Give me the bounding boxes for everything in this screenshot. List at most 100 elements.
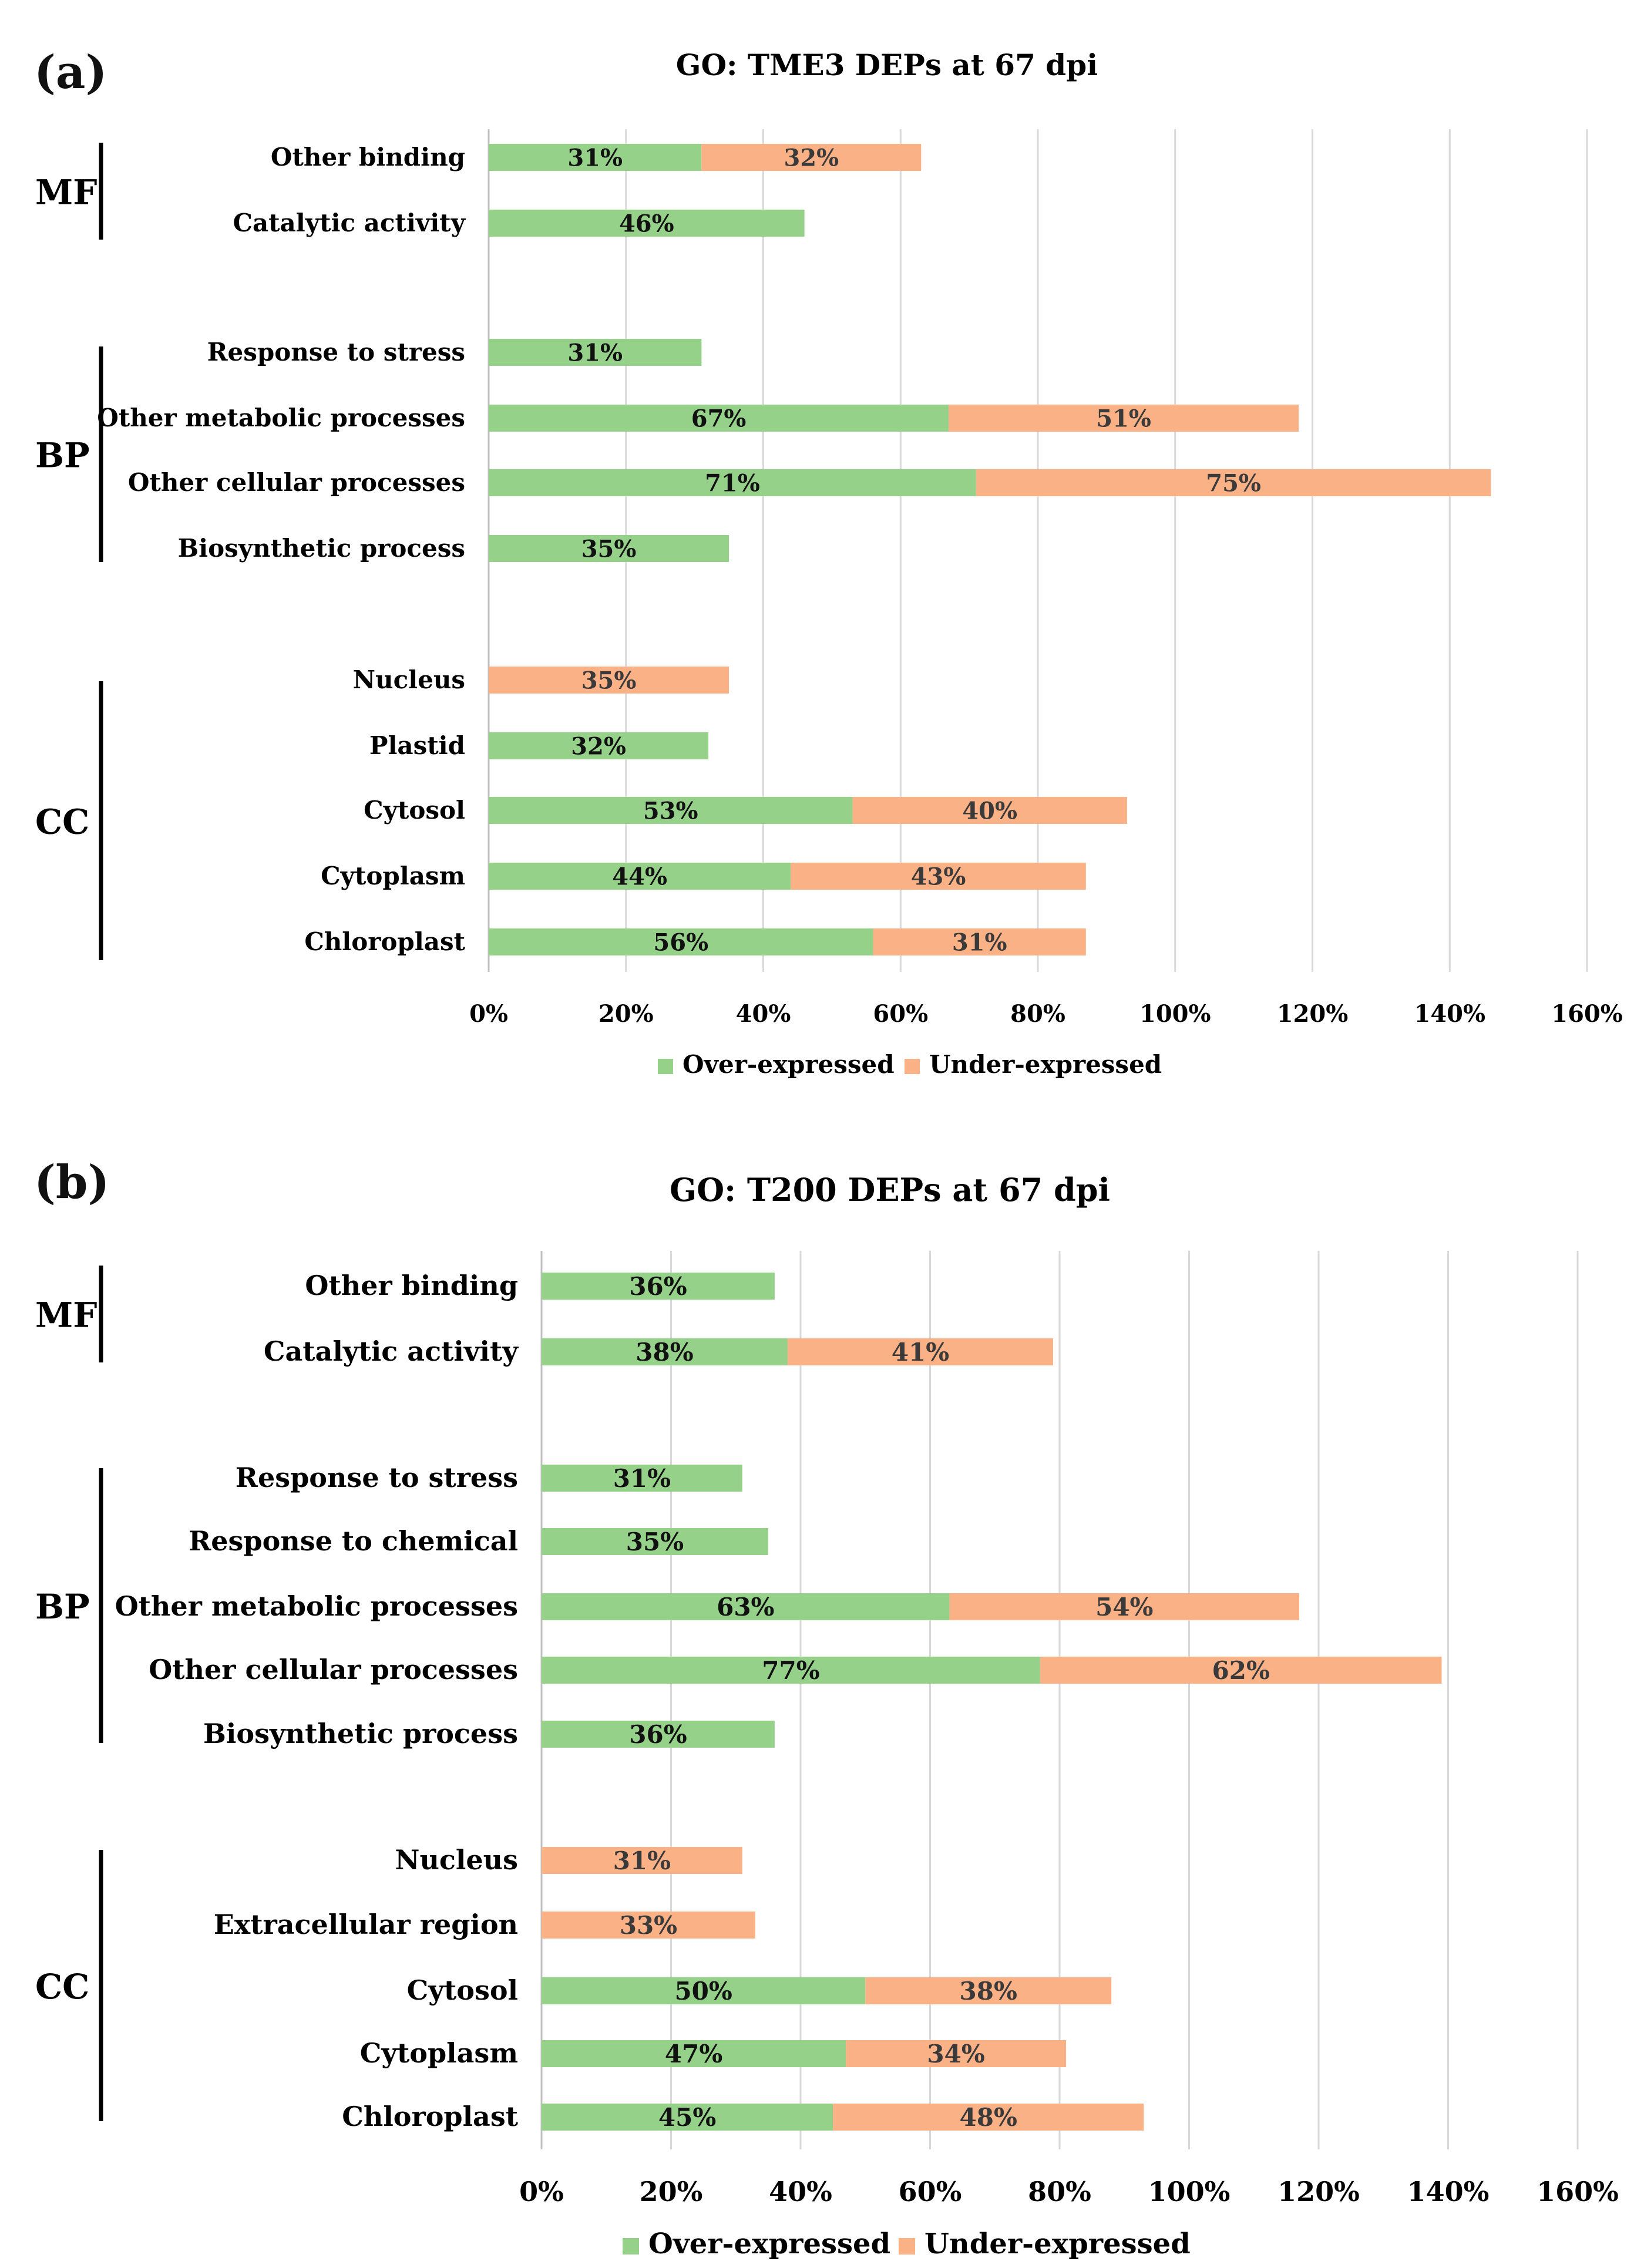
chart-b-group-label-bp: BP	[35, 1587, 90, 1627]
chart-b-bar-under-other-cellular-processes	[1040, 1657, 1442, 1684]
chart-a-bar-under-other-binding	[701, 144, 922, 171]
chart-a-category-label-biosynthetic-process: Biosynthetic process	[178, 534, 465, 563]
chart-a-data-label-over-cytosol: 53%	[643, 797, 698, 825]
chart-a-data-label-over-plastid: 32%	[571, 732, 626, 760]
chart-b-category-label-cytoplasm: Cytoplasm	[360, 2037, 518, 2069]
chart-a-bar-under-chloroplast	[873, 928, 1086, 955]
chart-a-category-label-other-cellular-processes: Other cellular processes	[128, 468, 465, 497]
chart-b-category-label-chloroplast: Chloroplast	[342, 2101, 518, 2132]
chart-b-group-label-cc: CC	[35, 1967, 89, 2007]
chart-b-data-label-under-extracellular-region: 33%	[620, 1911, 677, 1940]
chart-b-data-label-over-catalytic-activity: 38%	[636, 1338, 693, 1367]
chart-b-bar-under-cytoplasm	[846, 2040, 1067, 2067]
chart-b-bar-under-other-metabolic-processes	[949, 1593, 1299, 1620]
chart-a-data-label-over-other-cellular-processes: 71%	[705, 469, 760, 497]
chart-a-data-label-under-other-cellular-processes: 75%	[1206, 469, 1261, 497]
chart-b-category-label-nucleus: Nucleus	[395, 1844, 518, 1876]
chart-b-x-tick-label: 80%	[1028, 2176, 1091, 2208]
chart-b-category-label-catalytic-activity: Catalytic activity	[264, 1335, 519, 1367]
chart-b-x-tick-label: 20%	[640, 2176, 703, 2208]
chart-a-category-label-catalytic-activity: Catalytic activity	[233, 208, 466, 237]
chart-a-category-label-response-to-stress: Response to stress	[207, 338, 465, 366]
chart-a-group-label-bp: BP	[35, 436, 90, 476]
chart-a-data-label-over-cytoplasm: 44%	[612, 863, 667, 890]
chart-a-bar-over-response-to-stress	[489, 339, 702, 366]
chart-a: GO: TME3 DEPs at 67 dpi 0% 20% 40% 60% 80% 100…	[35, 48, 1623, 1079]
chart-a-bar-over-other-binding	[489, 144, 702, 171]
chart-b-x-tick-label: 160%	[1537, 2176, 1619, 2208]
chart-b-data-label-over-other-binding: 36%	[629, 1272, 687, 1301]
chart-a-bar-over-chloroplast	[489, 928, 873, 955]
chart-a-bar-under-nucleus	[489, 667, 729, 694]
chart-a-category-label-other-binding: Other binding	[271, 143, 465, 171]
chart-a-data-label-under-other-binding: 32%	[784, 144, 839, 171]
chart-b-bar-over-cytoplasm	[542, 2040, 846, 2067]
chart-b-bar-under-nucleus	[542, 1847, 742, 1874]
chart-b-bar-over-other-metabolic-processes	[542, 1593, 950, 1620]
chart-a-data-label-under-nucleus: 35%	[581, 667, 637, 694]
chart-b-x-tick-label: 120%	[1277, 2176, 1360, 2208]
chart-a-data-label-over-catalytic-activity: 46%	[619, 210, 674, 237]
chart-a-x-tick-label: 20%	[599, 1000, 654, 1028]
chart-b-legend-swatch-under-expressed	[899, 2238, 915, 2254]
chart-a-group-label-mf: MF	[35, 173, 97, 213]
chart-a-bar-over-biosynthetic-process	[489, 535, 729, 562]
chart-b-x-tick-label: 40%	[769, 2176, 832, 2208]
chart-a-category-label-other-metabolic-processes: Other metabolic processes	[97, 403, 465, 432]
chart-panel-a: (a) GO: TME3 DEPs at 67 dpi 0% 20% 40% 60% 80…	[0, 0, 1644, 1116]
chart-a-data-label-under-other-metabolic-processes: 51%	[1096, 405, 1151, 432]
chart-b-data-label-over-response-to-stress: 31%	[613, 1464, 671, 1493]
chart-b-x-tick-label: 100%	[1148, 2176, 1231, 2208]
chart-b-category-label-cytosol: Cytosol	[407, 1974, 518, 2006]
chart-b-bar-over-response-to-chemical	[542, 1528, 768, 1555]
chart-a-x-tick-label: 60%	[873, 1000, 928, 1028]
chart-b-data-label-over-cytoplasm: 47%	[665, 2040, 722, 2068]
chart-b-x-tick-label: 0%	[519, 2176, 564, 2208]
chart-b-x-tick-label: 60%	[899, 2176, 962, 2208]
chart-b-legend-label-under-expressed: Under-expressed	[924, 2227, 1191, 2260]
chart-b-data-label-over-other-metabolic-processes: 63%	[717, 1593, 774, 1621]
chart-b-legend-swatch-over-expressed	[623, 2238, 639, 2254]
chart-b-bar-over-chloroplast	[542, 2104, 833, 2131]
chart-a-data-label-over-chloroplast: 56%	[653, 928, 708, 956]
chart-b-category-label-extracellular-region: Extracellular region	[214, 1909, 518, 1940]
chart-a-x-tick-label: 160%	[1551, 1000, 1623, 1028]
chart-b-data-label-under-cytosol: 38%	[960, 1977, 1017, 2005]
chart-a-x-tick-label: 100%	[1139, 1000, 1211, 1028]
chart-a-category-label-nucleus: Nucleus	[353, 665, 465, 694]
chart-b-category-label-response-to-stress: Response to stress	[236, 1462, 518, 1493]
chart-a-data-label-under-cytosol: 40%	[962, 797, 1017, 825]
chart-a-category-label-chloroplast: Chloroplast	[304, 927, 465, 956]
chart-b-data-label-under-chloroplast: 48%	[960, 2103, 1017, 2132]
chart-a-data-label-over-response-to-stress: 31%	[567, 339, 623, 366]
chart-b-bar-over-other-binding	[542, 1273, 775, 1300]
chart-b-group-label-mf: MF	[35, 1295, 97, 1335]
panel-label-a: (a)	[34, 46, 107, 99]
chart-a-bar-over-cytosol	[489, 797, 853, 824]
chart-a-bar-over-plastid	[489, 732, 708, 759]
chart-a-data-label-over-other-binding: 31%	[567, 144, 623, 171]
chart-b-category-label-other-metabolic-processes: Other metabolic processes	[115, 1590, 518, 1622]
chart-b-data-label-over-biosynthetic-process: 36%	[629, 1720, 687, 1749]
chart-panel-b: (b) GO: T200 DEPs at 67 dpi 0% 20% 40% 60% 80…	[0, 1116, 1644, 2268]
chart-a-legend-label-over-expressed: Over-expressed	[683, 1050, 895, 1079]
chart-b-category-label-biosynthetic-process: Biosynthetic process	[203, 1718, 518, 1749]
chart-a-x-tick-label: 120%	[1277, 1000, 1349, 1028]
panel-label-b: (b)	[34, 1156, 110, 1209]
chart-a-data-label-under-chloroplast: 31%	[952, 928, 1007, 956]
chart-a-x-tick-label: 140%	[1414, 1000, 1485, 1028]
chart-b-category-label-other-binding: Other binding	[305, 1270, 518, 1301]
chart-a-bar-under-other-cellular-processes	[976, 469, 1491, 496]
chart-a-x-tick-label: 80%	[1010, 1000, 1065, 1028]
chart-a-data-label-over-other-metabolic-processes: 67%	[691, 405, 747, 432]
chart-a-bar-under-cytosol	[852, 797, 1127, 824]
chart-a-category-label-cytosol: Cytosol	[364, 796, 465, 825]
chart-b-bar-over-response-to-stress	[542, 1465, 742, 1492]
chart-a-bar-over-other-cellular-processes	[489, 469, 976, 496]
chart-a-x-tick-label: 40%	[736, 1000, 791, 1028]
chart-a-title: GO: TME3 DEPs at 67 dpi	[676, 48, 1098, 82]
chart-b-bar-over-other-cellular-processes	[542, 1657, 1040, 1684]
chart-b-bar-over-catalytic-activity	[542, 1338, 788, 1365]
chart-b-data-label-over-response-to-chemical: 35%	[626, 1527, 684, 1556]
chart-b-category-label-response-to-chemical: Response to chemical	[189, 1525, 518, 1557]
